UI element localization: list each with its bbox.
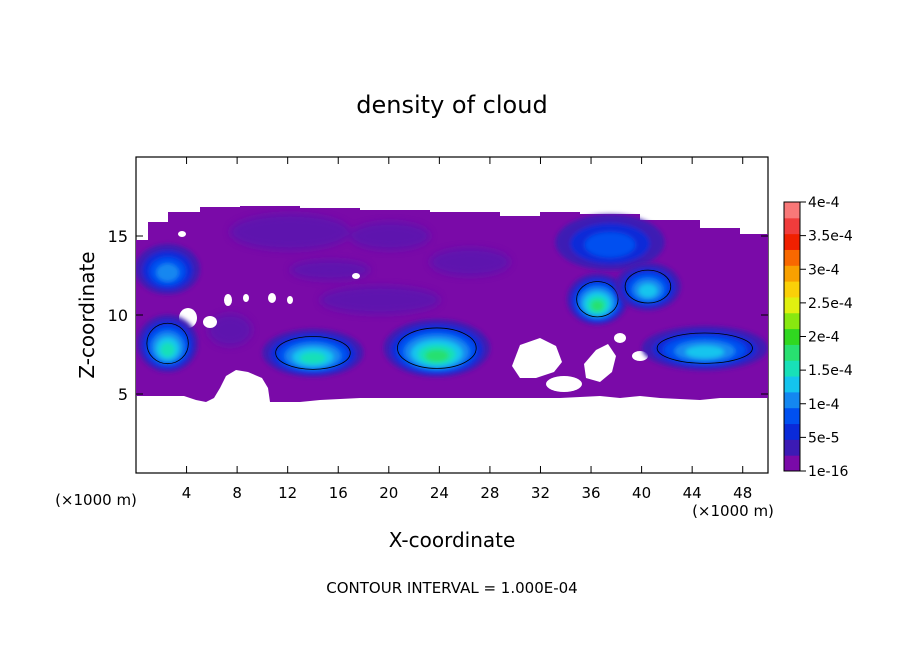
- colorbar-segment: [784, 281, 800, 298]
- colorbar-segment: [784, 423, 800, 440]
- colorbar-segment: [784, 376, 800, 393]
- contour-line: [576, 281, 619, 318]
- y-axis: 5 10 15: [108, 227, 768, 404]
- cloud-gaps: [178, 231, 648, 392]
- cloud-cell-band: [685, 345, 725, 359]
- colorbar-segment: [784, 249, 800, 266]
- cloud-cell: [383, 319, 491, 377]
- chart-title: density of cloud: [356, 91, 547, 119]
- colorbar-segment: [784, 296, 800, 314]
- contour-line: [146, 322, 189, 365]
- contour-interval-note: CONTOUR INTERVAL = 1.000E-04: [326, 579, 577, 597]
- colorbar-segment: [784, 439, 800, 456]
- cloud-cell-band: [160, 342, 175, 357]
- colorbar-label: 1e-16: [808, 464, 848, 480]
- colorbar-label: 1e-4: [808, 397, 840, 413]
- cloud-cell-band: [156, 263, 179, 282]
- colorbar-label: 5e-5: [808, 430, 839, 446]
- colorbar-segment: [784, 312, 800, 330]
- colorbar-segment: [784, 407, 800, 425]
- x-tick-label: 40: [632, 484, 651, 502]
- contour-line: [656, 332, 753, 364]
- cloud-cell-band: [638, 283, 658, 298]
- contour-line: [275, 336, 351, 370]
- cloud-cell-band: [424, 349, 449, 363]
- colorbar-segment: [784, 455, 800, 472]
- x-unit-left: (×1000 m): [55, 491, 137, 509]
- x-tick-label: 20: [379, 484, 398, 502]
- y-tick-label: 15: [108, 227, 128, 246]
- colorbar-segment: [784, 202, 800, 219]
- colorbar-label: 4e-4: [808, 195, 840, 211]
- cloud-cell-band: [584, 232, 636, 258]
- y-axis-label: Z-coordinate: [75, 251, 99, 378]
- x-tick-label: 28: [480, 484, 499, 502]
- x-axis: 4 8 12 16 20 24 28 32 36 40 44 48: [182, 157, 752, 502]
- x-tick-label: 16: [329, 484, 348, 502]
- colorbar-segment: [784, 265, 800, 282]
- colorbar-segment: [784, 328, 800, 345]
- colorbar-segment: [784, 391, 800, 409]
- cloud-field: [136, 206, 768, 402]
- cloud-cell-band: [591, 300, 604, 312]
- colorbar-segment: [784, 344, 800, 361]
- x-axis-label: X-coordinate: [389, 528, 516, 552]
- colorbar-label: 2.5e-4: [808, 296, 853, 312]
- colorbar-segment: [784, 217, 800, 235]
- x-tick-label: 48: [733, 484, 752, 502]
- cloud-cell: [555, 214, 665, 271]
- x-tick-label: 32: [531, 484, 550, 502]
- x-tick-label: 12: [278, 484, 297, 502]
- x-tick-label: 36: [581, 484, 600, 502]
- colorbar-segment: [784, 233, 800, 250]
- y-tick-label: 10: [108, 306, 128, 325]
- colorbar-label: 2e-4: [808, 330, 840, 346]
- x-tick-label: 4: [182, 484, 192, 502]
- colorbar-label: 1.5e-4: [808, 363, 853, 379]
- x-tick-label: 24: [430, 484, 449, 502]
- y-tick-label: 5: [118, 385, 128, 404]
- cloud-cell-band: [299, 352, 326, 364]
- contour-line: [624, 269, 672, 304]
- colorbar-label: 3e-4: [808, 262, 840, 278]
- colorbar-segment: [784, 360, 800, 377]
- cloud-cell: [136, 244, 200, 295]
- contour-line: [397, 327, 477, 369]
- x-unit-right: (×1000 m): [692, 502, 774, 520]
- cloud-cell: [566, 273, 628, 325]
- colorbar: 1e-16 5e-5 1e-4 1.5e-4 2e-4 2.5e-4 3e-4 3.5e-4 4…: [783, 195, 853, 480]
- x-tick-label: 8: [232, 484, 242, 502]
- colorbar-label: 3.5e-4: [808, 229, 853, 245]
- x-tick-label: 44: [683, 484, 702, 502]
